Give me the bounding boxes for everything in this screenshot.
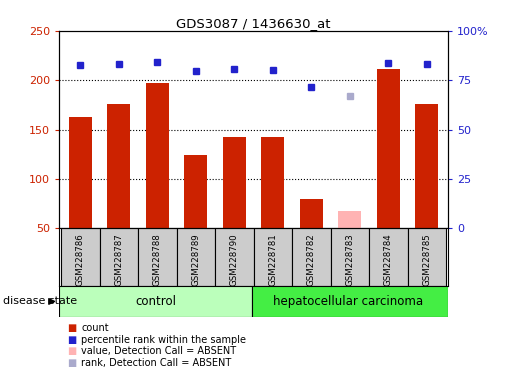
Text: percentile rank within the sample: percentile rank within the sample bbox=[81, 335, 246, 345]
Bar bbox=[300, 199, 323, 228]
Text: GSM228784: GSM228784 bbox=[384, 233, 393, 286]
Bar bbox=[338, 211, 362, 228]
Text: rank, Detection Call = ABSENT: rank, Detection Call = ABSENT bbox=[81, 358, 232, 368]
Bar bbox=[61, 228, 99, 286]
Text: count: count bbox=[81, 323, 109, 333]
Bar bbox=[223, 137, 246, 228]
Bar bbox=[184, 155, 208, 228]
Text: hepatocellular carcinoma: hepatocellular carcinoma bbox=[273, 295, 423, 308]
Text: GSM228789: GSM228789 bbox=[192, 233, 200, 286]
Text: ■: ■ bbox=[67, 323, 76, 333]
Bar bbox=[377, 69, 400, 228]
Text: control: control bbox=[135, 295, 176, 308]
Bar bbox=[253, 228, 292, 286]
Bar bbox=[59, 286, 252, 317]
Text: GSM228781: GSM228781 bbox=[268, 233, 278, 286]
Bar bbox=[146, 83, 169, 228]
Bar bbox=[177, 228, 215, 286]
Text: value, Detection Call = ABSENT: value, Detection Call = ABSENT bbox=[81, 346, 236, 356]
Bar bbox=[292, 228, 331, 286]
Bar bbox=[252, 286, 448, 317]
Bar bbox=[107, 104, 130, 228]
Bar bbox=[369, 228, 408, 286]
Bar bbox=[99, 228, 138, 286]
Bar bbox=[408, 228, 446, 286]
Text: GSM228790: GSM228790 bbox=[230, 233, 239, 286]
Text: GSM228783: GSM228783 bbox=[346, 233, 354, 286]
Title: GDS3087 / 1436630_at: GDS3087 / 1436630_at bbox=[176, 17, 331, 30]
Bar bbox=[261, 137, 284, 228]
Text: GSM228788: GSM228788 bbox=[153, 233, 162, 286]
Text: ■: ■ bbox=[67, 358, 76, 368]
Bar bbox=[415, 104, 438, 228]
Bar bbox=[331, 228, 369, 286]
Bar bbox=[215, 228, 253, 286]
Bar bbox=[69, 117, 92, 228]
Text: disease state: disease state bbox=[3, 296, 77, 306]
Text: GSM228787: GSM228787 bbox=[114, 233, 124, 286]
Bar bbox=[138, 228, 177, 286]
Text: GSM228786: GSM228786 bbox=[76, 233, 85, 286]
Text: ■: ■ bbox=[67, 335, 76, 345]
Text: ■: ■ bbox=[67, 346, 76, 356]
Text: GSM228782: GSM228782 bbox=[307, 233, 316, 286]
Text: GSM228785: GSM228785 bbox=[422, 233, 432, 286]
